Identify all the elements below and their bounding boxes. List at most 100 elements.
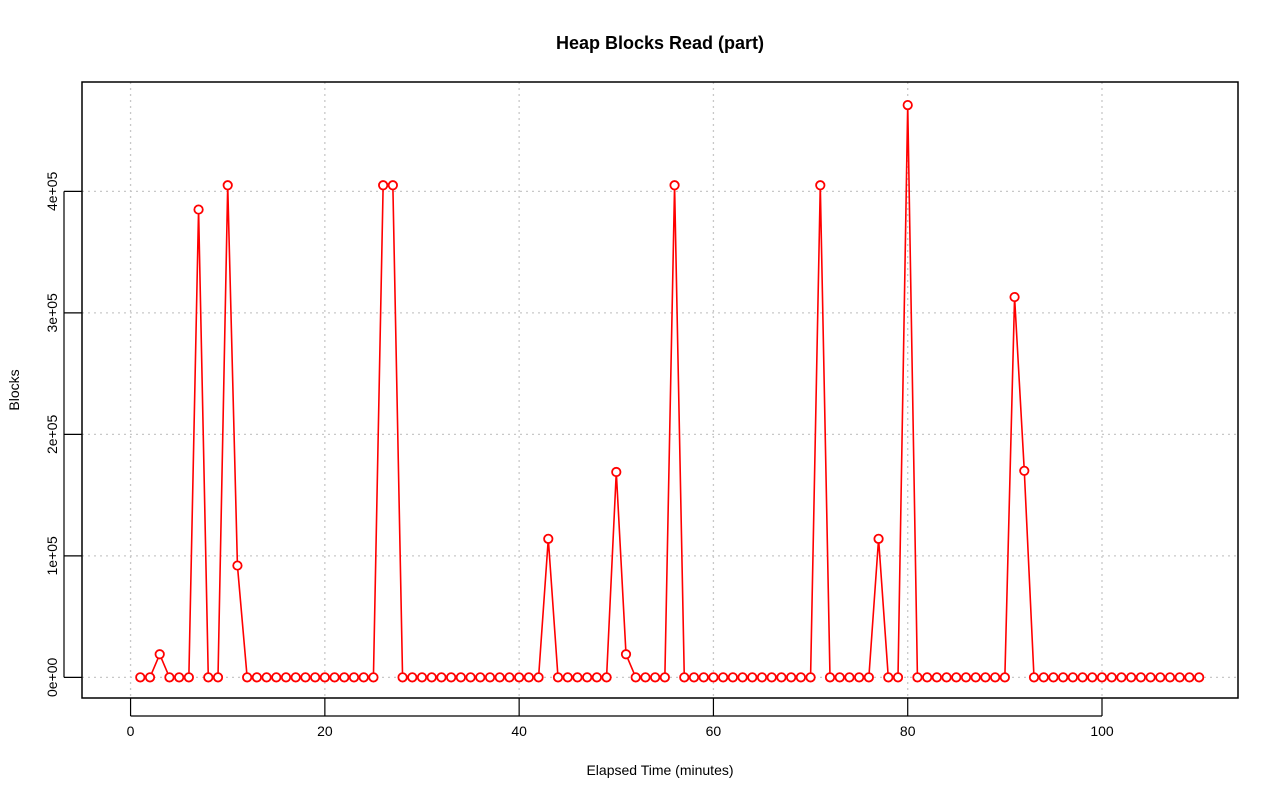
data-point [650, 672, 661, 683]
data-point [1048, 672, 1059, 683]
x-tick-label: 40 [511, 723, 527, 739]
plot-frame [81, 81, 1239, 699]
data-point [271, 672, 282, 683]
data-point [1106, 672, 1117, 683]
data-point [1077, 672, 1088, 683]
data-point [348, 672, 360, 683]
data-point [1194, 672, 1205, 683]
data-point [922, 672, 933, 683]
chart-title: Heap Blocks Read (part) [556, 33, 764, 53]
data-point [951, 672, 962, 683]
grid [82, 82, 1238, 698]
data-point [436, 672, 447, 683]
data-point [310, 672, 321, 683]
data-point [329, 672, 340, 683]
data-point [601, 672, 612, 683]
data-point [970, 672, 981, 683]
data-point [902, 99, 913, 111]
data-point [941, 672, 952, 683]
data-point [980, 672, 991, 683]
data-point [290, 672, 301, 683]
y-tick-label: 4e+05 [44, 171, 60, 211]
data-point [261, 672, 272, 683]
data-point [1116, 672, 1127, 683]
data-point [931, 672, 942, 683]
data-point [786, 672, 797, 683]
data-point [737, 672, 748, 683]
data-point [1009, 291, 1020, 303]
data-point [1174, 672, 1185, 683]
data-point [552, 672, 564, 683]
data-point [611, 466, 622, 478]
data-point [824, 672, 836, 683]
data-point [640, 672, 651, 683]
data-point [426, 672, 437, 683]
data-point [1164, 672, 1176, 683]
data-point [242, 672, 253, 683]
data-point [990, 672, 1001, 683]
data-point [718, 672, 729, 683]
data-point [1028, 672, 1040, 683]
data-point [912, 672, 923, 683]
data-point [863, 672, 874, 683]
data-point [1126, 672, 1137, 683]
data-point [1067, 672, 1078, 683]
y-tick-label: 0e+00 [44, 657, 60, 697]
data-point [620, 649, 632, 660]
data-point [378, 180, 389, 191]
data-points [135, 99, 1205, 683]
data-point [727, 672, 738, 683]
data-point [582, 672, 593, 683]
data-point [1038, 672, 1049, 683]
x-tick-label: 100 [1090, 723, 1114, 739]
data-point [251, 672, 262, 683]
data-point [873, 533, 884, 544]
data-point [504, 672, 515, 683]
data-point [446, 672, 457, 683]
data-point [543, 533, 554, 544]
data-point [416, 672, 428, 683]
data-point [698, 672, 709, 683]
data-point [795, 672, 806, 683]
data-point [174, 672, 185, 683]
data-point [407, 672, 418, 683]
series-line [144, 109, 1195, 679]
data-point [222, 180, 233, 191]
x-axis-label: Elapsed Time (minutes) [586, 762, 733, 778]
data-point [630, 672, 641, 683]
data-point [319, 672, 330, 683]
data-point [232, 560, 243, 571]
data-point [805, 672, 816, 683]
data-point [533, 672, 544, 683]
data-point [756, 672, 768, 683]
data-point [164, 672, 175, 683]
x-tick-label: 20 [317, 723, 333, 739]
data-point [883, 672, 894, 683]
data-point [892, 672, 904, 683]
data-point [212, 672, 224, 683]
data-point [397, 672, 408, 683]
data-point [300, 672, 311, 683]
data-point [776, 672, 787, 683]
data-point [1135, 672, 1146, 683]
x-tick-label: 0 [127, 723, 135, 739]
data-point [358, 672, 369, 683]
data-point [368, 672, 379, 683]
y-tick-label: 3e+05 [44, 293, 60, 333]
y-tick-label: 1e+05 [44, 536, 60, 576]
data-point [203, 672, 214, 683]
data-point [484, 672, 496, 683]
data-point [669, 180, 680, 191]
data-point [183, 672, 194, 683]
data-point [1019, 465, 1030, 476]
data-point [679, 672, 690, 683]
data-point [747, 672, 758, 683]
data-point [455, 672, 466, 683]
x-tick-label: 60 [706, 723, 722, 739]
data-point [1096, 672, 1108, 683]
data-point [688, 672, 700, 683]
data-point [854, 672, 865, 683]
data-point [154, 649, 165, 660]
data-point [1145, 672, 1156, 683]
